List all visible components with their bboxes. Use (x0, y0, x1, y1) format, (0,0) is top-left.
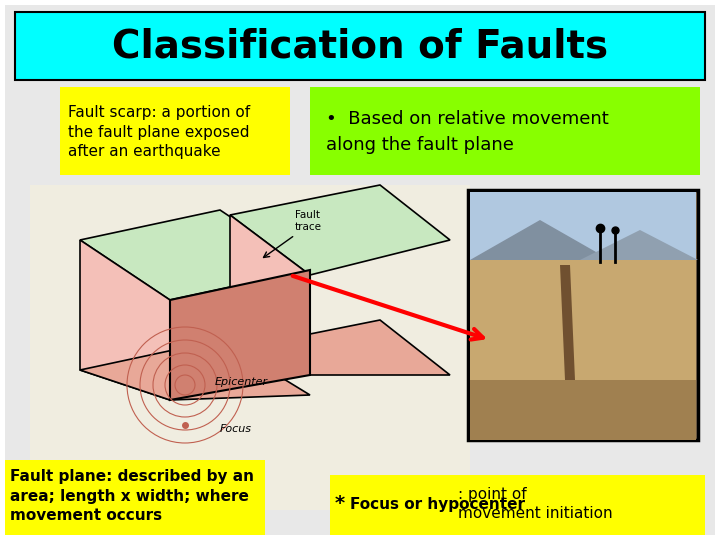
Text: Fault plane: described by an
area; length x width; where
movement occurs: Fault plane: described by an area; lengt… (10, 469, 254, 523)
Polygon shape (230, 185, 450, 275)
FancyBboxPatch shape (470, 260, 696, 380)
Text: Focus or hypocenter: Focus or hypocenter (350, 496, 525, 511)
Text: Focus: Focus (220, 424, 252, 434)
FancyBboxPatch shape (470, 192, 696, 260)
Polygon shape (470, 220, 610, 260)
Text: : point of
movement initiation: : point of movement initiation (458, 487, 613, 522)
Text: *: * (335, 495, 345, 514)
Polygon shape (80, 340, 310, 400)
FancyBboxPatch shape (5, 460, 265, 535)
Polygon shape (170, 270, 310, 400)
FancyBboxPatch shape (470, 380, 696, 440)
Text: Fault
trace: Fault trace (295, 210, 322, 232)
FancyBboxPatch shape (5, 5, 715, 535)
Polygon shape (560, 265, 575, 380)
FancyBboxPatch shape (330, 475, 705, 535)
FancyBboxPatch shape (468, 190, 698, 440)
Polygon shape (80, 210, 310, 300)
Text: Epicenter: Epicenter (215, 377, 268, 387)
Text: •  Based on relative movement
along the fault plane: • Based on relative movement along the f… (326, 111, 608, 153)
Polygon shape (80, 240, 170, 400)
FancyBboxPatch shape (30, 185, 470, 510)
Polygon shape (230, 215, 310, 375)
Text: Fault scarp: a portion of
the fault plane exposed
after an earthquake: Fault scarp: a portion of the fault plan… (68, 105, 250, 159)
Polygon shape (230, 320, 450, 375)
Polygon shape (580, 230, 698, 260)
Text: Classification of Faults: Classification of Faults (112, 27, 608, 65)
FancyBboxPatch shape (15, 12, 705, 80)
FancyBboxPatch shape (310, 87, 700, 175)
FancyBboxPatch shape (60, 87, 290, 175)
